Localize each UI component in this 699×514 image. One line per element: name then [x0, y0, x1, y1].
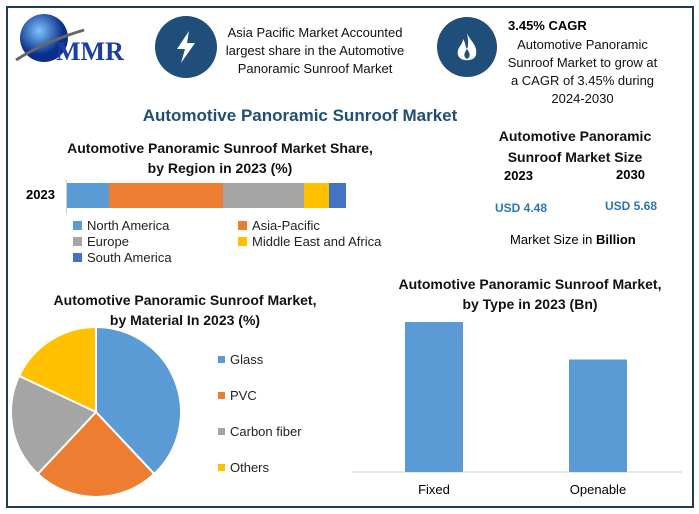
- page-title: Automotive Panoramic Sunroof Market: [142, 106, 458, 125]
- flame-icon: [437, 17, 497, 77]
- lightning-icon: [155, 16, 217, 78]
- type-bar-chart: [352, 322, 682, 473]
- year-2023: 2023: [504, 168, 533, 183]
- legend-south-america: South America: [73, 250, 238, 265]
- bar-segment-asia-pacific: [108, 183, 224, 208]
- bar-fixed: [405, 322, 463, 472]
- region-stacked-bar: [67, 183, 346, 208]
- mmr-logo: MMR: [14, 12, 144, 72]
- bar-segment-europe: [223, 183, 305, 208]
- year-2030: 2030: [616, 167, 645, 182]
- legend-pvc: PVC: [218, 388, 302, 403]
- type-label-openable: Openable: [569, 482, 627, 497]
- pie-slice-pvc: [36, 410, 156, 498]
- svg-text:MMR: MMR: [56, 37, 124, 66]
- legend-europe: Europe: [73, 234, 238, 249]
- region-axis: [66, 180, 67, 214]
- pie-slice-carbon-fiber: [10, 374, 98, 476]
- value-2023: USD 4.48: [495, 201, 548, 215]
- legend-glass: Glass: [218, 352, 302, 367]
- cagr-title: 3.45% CAGR: [508, 18, 587, 33]
- material-chart-title: Automotive Panoramic Sunroof Market, by M…: [53, 292, 317, 328]
- region-chart-category: 2023: [26, 187, 55, 202]
- value-2030: USD 5.68: [605, 199, 658, 213]
- type-chart-title: Automotive Panoramic Sunroof Market, by T…: [398, 276, 662, 312]
- highlight-asia-pacific: Asia Pacific Market Accounted largest sha…: [225, 25, 405, 76]
- pie-slice-others: [17, 325, 97, 414]
- material-legend: Glass PVC Carbon fiber Others: [218, 352, 302, 475]
- bar-segment-middle-east-and-africa: [304, 183, 330, 208]
- legend-asia-pacific: Asia-Pacific: [238, 218, 403, 233]
- bar-segment-north-america: [67, 183, 109, 208]
- pie-slice-glass: [95, 325, 182, 476]
- legend-mea: Middle East and Africa: [238, 234, 403, 249]
- legend-carbon-fiber: Carbon fiber: [218, 424, 302, 439]
- infographic-frame: [6, 6, 694, 508]
- bar-openable: [569, 359, 627, 472]
- legend-others: Others: [218, 460, 302, 475]
- region-chart-title: Automotive Panoramic Sunroof Market Shar…: [67, 140, 373, 176]
- material-pie-chart: [10, 325, 182, 498]
- type-label-fixed: Fixed: [418, 482, 450, 497]
- market-size-note: Market Size in Billion: [510, 232, 636, 247]
- bar-segment-south-america: [329, 183, 346, 208]
- highlight-cagr: Automotive Panoramic Sunroof Market to gr…: [507, 37, 658, 106]
- region-legend: North America Asia-Pacific Europe Middle…: [73, 218, 403, 265]
- market-size-title: Automotive Panoramic Sunroof Market Size: [498, 128, 652, 165]
- legend-north-america: North America: [73, 218, 238, 233]
